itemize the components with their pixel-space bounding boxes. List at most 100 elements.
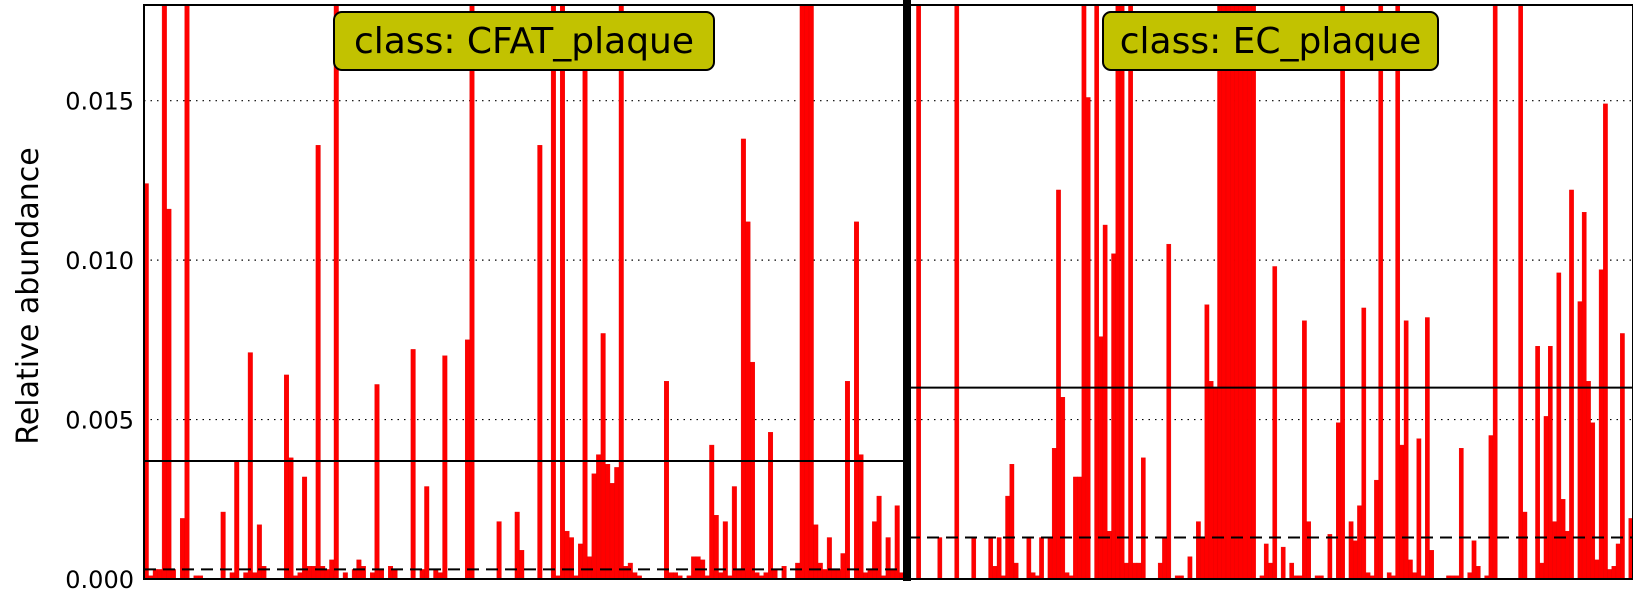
bar [1238,5,1244,579]
bar [822,569,828,579]
bar [1547,346,1553,579]
bar [768,432,774,579]
bar [157,569,163,579]
bar [419,569,425,579]
bar [1378,5,1384,579]
bar [550,5,556,579]
bar [1620,333,1625,579]
bar [817,562,823,579]
bar [916,5,921,579]
bar [1352,540,1358,579]
bar [1539,562,1545,579]
bar [537,145,543,579]
class-label-box [333,11,715,71]
bar [1336,422,1341,579]
bar [1162,537,1167,579]
bar [1124,562,1129,579]
bar [464,339,470,579]
bar [1289,562,1295,579]
bar [826,537,832,579]
y-tick-label: 0.005 [65,407,134,435]
panel-divider [903,0,911,581]
y-tick-label: 0.015 [65,88,134,116]
bar [695,556,701,579]
bar [1280,546,1286,579]
bar [1403,320,1409,579]
bar [1611,566,1617,579]
bar [1581,212,1587,579]
bar [799,5,805,579]
bar [1196,521,1201,579]
bar [894,505,900,579]
bar [954,5,960,579]
bar [1187,556,1193,579]
panel: class: CFAT_plaque [143,4,905,580]
bar [1230,5,1235,579]
bar [1200,537,1205,579]
bar [320,566,326,579]
bar [876,495,882,579]
bar [582,52,588,579]
bar [1234,5,1239,579]
panel: class: EC_plaque [907,4,1633,580]
bar [1518,5,1523,579]
bar [256,524,262,579]
bar [1603,103,1608,579]
bar [184,5,190,579]
y-axis-ticks: 0.000 0.005 0.010 0.015 [65,88,134,593]
bar [858,454,864,579]
bar [247,352,253,579]
bar [1132,562,1138,579]
bar [1348,521,1354,579]
class-label: class: EC_plaque [1120,21,1422,62]
bar [1060,397,1066,579]
bar [374,384,380,579]
bar [1111,253,1116,579]
bar [808,5,814,579]
bar [1128,5,1133,579]
bar [867,569,873,579]
bar [1246,5,1252,579]
bar [569,537,574,579]
bar [410,349,416,579]
bar [1399,444,1405,579]
bar [988,537,993,579]
bar [1157,562,1163,579]
bar [152,569,158,579]
bar [144,183,149,579]
bar [804,5,810,579]
bar [284,374,289,579]
bar [1471,540,1477,579]
y-tick-label: 0.000 [65,566,134,593]
bar [1361,307,1367,579]
bar [1213,387,1218,579]
bar [1073,476,1078,579]
bar [311,566,317,579]
bar [781,566,787,579]
bar [424,486,430,579]
bar [1047,537,1053,579]
panel-frame [143,4,905,580]
bar [166,208,172,579]
bar [324,569,330,579]
bar [1272,266,1278,579]
bar [469,5,475,579]
class-label: class: CFAT_plaque [354,21,694,62]
bar [1081,5,1087,579]
bar [1586,381,1591,579]
bar [1217,5,1222,579]
bar [1085,97,1091,579]
bar [388,566,394,579]
bar [329,559,335,579]
bar [1225,5,1231,579]
bar [1039,537,1044,579]
bar [514,511,520,579]
bar [1013,562,1019,579]
bar [578,543,584,579]
bar [731,486,737,579]
bar [1119,5,1125,579]
bar [1408,559,1413,579]
bar [1395,5,1401,579]
bar [1615,543,1621,579]
bar [835,569,841,579]
